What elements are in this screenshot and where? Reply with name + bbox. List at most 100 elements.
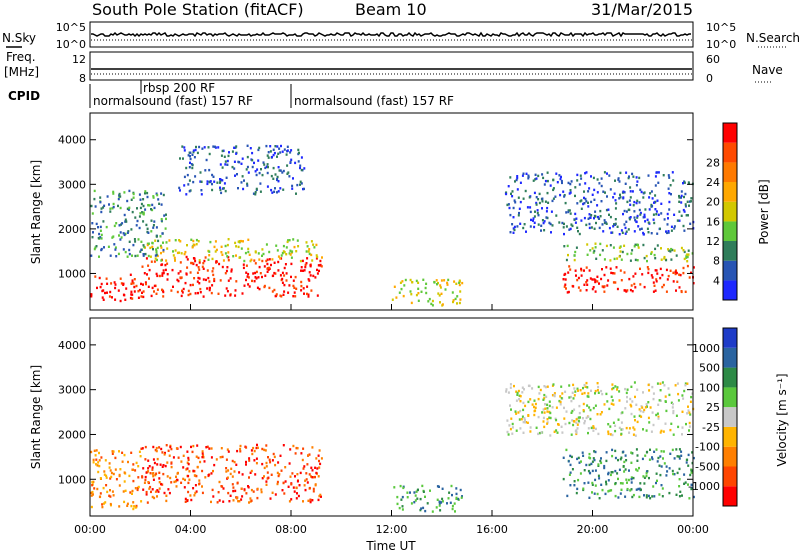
echo-cell [629, 403, 632, 407]
echo-cell [576, 423, 579, 426]
echo-cell [617, 177, 620, 180]
echo-cell [112, 472, 115, 476]
echo-cell [256, 446, 259, 449]
echo-cell [238, 256, 241, 259]
echo-cell [590, 462, 593, 466]
echo-cell [594, 404, 597, 407]
echo-cell [599, 459, 602, 463]
echo-cell [681, 433, 683, 436]
echo-cell [595, 221, 597, 225]
echo-cell [122, 232, 125, 235]
echo-cell [219, 456, 222, 459]
echo-cell [553, 393, 556, 397]
echo-cell [438, 485, 440, 488]
echo-cell [128, 252, 131, 256]
echo-cell [541, 200, 544, 203]
echo-cell [251, 279, 253, 283]
echo-cell [569, 227, 572, 231]
echo-cell [655, 278, 658, 281]
echo-cell [299, 180, 302, 183]
echo-cell [146, 227, 149, 230]
echo-cell [286, 149, 289, 152]
echo-cell [563, 417, 566, 420]
echo-cell [588, 269, 591, 272]
echo-cell [650, 252, 653, 255]
echo-cell [91, 212, 94, 215]
echo-cell [672, 433, 675, 436]
echo-cell [594, 242, 597, 245]
echo-cell [225, 287, 228, 290]
echo-cell [166, 273, 169, 276]
echo-cell [144, 475, 147, 479]
echo-cell [306, 292, 308, 296]
echo-cell [614, 218, 617, 221]
echo-cell [284, 480, 287, 483]
echo-cell [256, 487, 259, 491]
echo-cell [137, 485, 140, 489]
echo-cell [131, 492, 133, 495]
echo-cell [270, 263, 272, 267]
echo-cell [248, 459, 251, 462]
echo-cell [163, 491, 166, 495]
echo-cell [255, 277, 258, 280]
echo-cell [254, 262, 257, 265]
nsky-label: N.Sky [2, 31, 36, 45]
echo-cell [208, 447, 211, 450]
echo-cell [592, 406, 595, 410]
echo-cell [625, 478, 628, 481]
echo-cell [290, 483, 293, 486]
echo-cell [659, 267, 662, 271]
echo-cell [128, 474, 131, 478]
echo-cell [660, 429, 663, 433]
noise-tick-right-top: 10^5 [706, 21, 736, 34]
echo-cell [542, 398, 545, 401]
echo-cell [451, 504, 454, 508]
colorbar-cell [723, 407, 737, 427]
echo-cell [259, 190, 262, 193]
echo-cell [396, 495, 399, 499]
echo-cell [628, 218, 631, 221]
echo-cell [273, 151, 276, 155]
echo-cell [622, 196, 625, 199]
echo-cell [415, 490, 418, 493]
y-tick-label: 1000 [58, 473, 86, 486]
echo-cell [296, 492, 298, 495]
echo-cell [657, 213, 660, 216]
echo-cell [541, 173, 544, 176]
echo-cell [647, 268, 650, 271]
echo-cell [103, 473, 106, 476]
echo-cell [146, 243, 149, 247]
echo-cell [683, 250, 686, 254]
echo-cell [531, 387, 534, 390]
echo-cell [586, 395, 589, 398]
echo-cell [93, 449, 96, 452]
echo-cell [543, 229, 546, 232]
echo-cell [278, 473, 281, 476]
echo-cell [292, 486, 295, 489]
echo-cell [309, 498, 312, 501]
echo-cell [515, 399, 518, 402]
echo-cell [140, 282, 142, 286]
echo-cell [639, 482, 642, 485]
echo-cell [139, 250, 142, 253]
echo-cell [266, 477, 269, 480]
echo-cell [630, 252, 633, 255]
echo-cell [396, 502, 399, 506]
echo-cell [251, 452, 254, 456]
echo-cell [110, 471, 113, 475]
echo-cell [315, 254, 318, 257]
echo-cell [600, 184, 603, 188]
echo-cell [134, 254, 137, 258]
echo-cell [584, 385, 587, 388]
echo-cell [190, 261, 193, 265]
echo-cell [567, 210, 570, 214]
echo-cell [213, 279, 216, 283]
echo-cell [665, 268, 668, 272]
echo-cell [601, 268, 603, 271]
nave-tick-bottom: 0 [706, 72, 713, 85]
echo-cell [669, 184, 672, 187]
echo-cell [235, 152, 238, 155]
echo-cell [574, 212, 577, 216]
echo-cell [177, 471, 179, 475]
echo-cell [157, 490, 160, 493]
